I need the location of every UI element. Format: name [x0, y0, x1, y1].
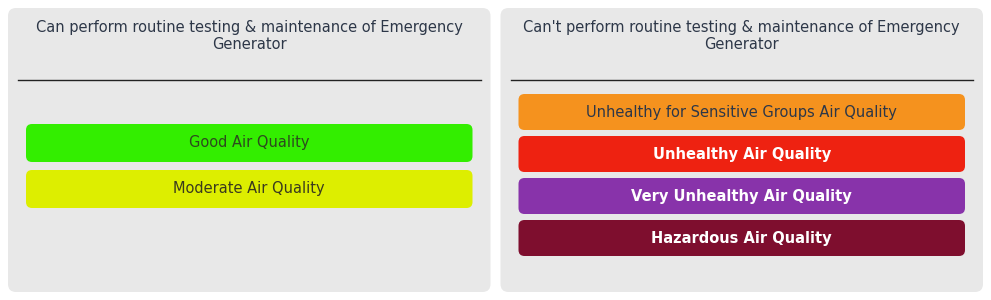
Text: Can perform routine testing & maintenance of Emergency
Generator: Can perform routine testing & maintenanc…	[36, 20, 463, 52]
FancyBboxPatch shape	[518, 136, 965, 172]
FancyBboxPatch shape	[500, 8, 983, 292]
Text: Hazardous Air Quality: Hazardous Air Quality	[651, 230, 832, 245]
FancyBboxPatch shape	[518, 178, 965, 214]
Text: Can't perform routine testing & maintenance of Emergency
Generator: Can't perform routine testing & maintena…	[523, 20, 960, 52]
Text: Moderate Air Quality: Moderate Air Quality	[173, 182, 325, 196]
Text: Good Air Quality: Good Air Quality	[189, 136, 309, 151]
FancyBboxPatch shape	[518, 220, 965, 256]
Text: Unhealthy for Sensitive Groups Air Quality: Unhealthy for Sensitive Groups Air Quali…	[587, 104, 897, 119]
FancyBboxPatch shape	[26, 170, 473, 208]
Text: Very Unhealthy Air Quality: Very Unhealthy Air Quality	[631, 188, 852, 203]
FancyBboxPatch shape	[8, 8, 491, 292]
FancyBboxPatch shape	[518, 94, 965, 130]
FancyBboxPatch shape	[26, 124, 473, 162]
Text: Unhealthy Air Quality: Unhealthy Air Quality	[653, 146, 830, 161]
